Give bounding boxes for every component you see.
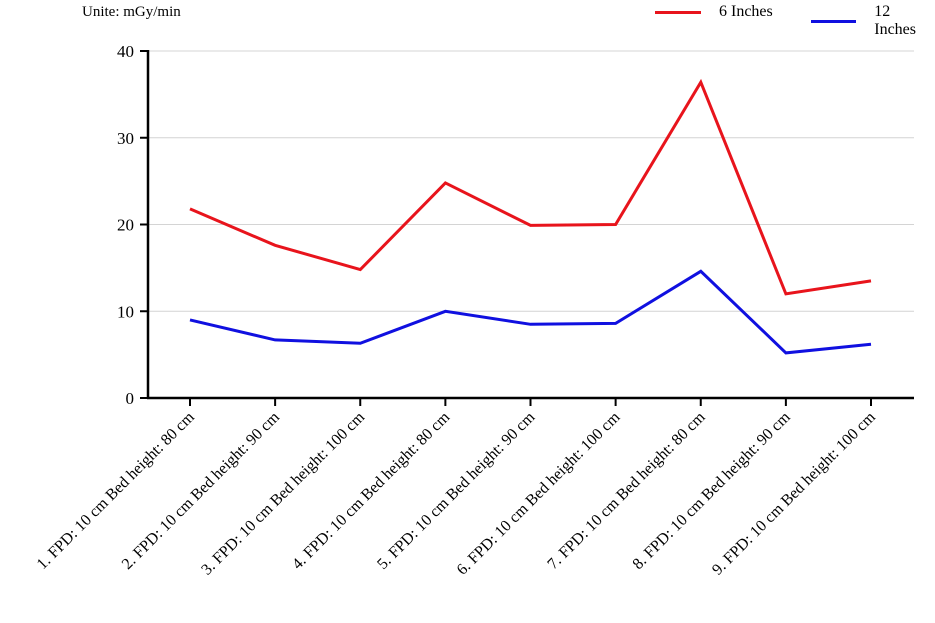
y-tick-label-10: 10 <box>117 302 134 321</box>
y-tick-label-20: 20 <box>117 216 134 235</box>
x-tick-label-1: 1. FPD: 10 cm Bed height: 80 cm <box>34 408 199 573</box>
x-tick-label-9: 9. FPD: 10 cm Bed height: 100 cm <box>709 408 879 578</box>
axes <box>140 50 914 406</box>
unit-label: Unite: mGy/min <box>82 4 181 20</box>
x-tick-label-5: 5. FPD: 10 cm Bed height: 90 cm <box>374 408 539 573</box>
legend-item-12-inches: 12 Inches <box>811 3 935 39</box>
series-lines <box>189 78 872 355</box>
legend-label-6-inches: 6 Inches <box>719 3 773 20</box>
grid-lines <box>148 50 914 312</box>
legend-label-12-inches: 12 Inches <box>874 3 917 38</box>
x-tick-label-8: 8. FPD: 10 cm Bed height: 90 cm <box>630 408 795 573</box>
legend-item-6-inches: 6 Inches <box>655 3 773 21</box>
series-line-6-inches <box>189 78 872 296</box>
x-tick-label-6: 6. FPD: 10 cm Bed height: 100 cm <box>454 408 624 578</box>
series-line-12-inches <box>189 269 872 355</box>
x-tick-label-4: 4. FPD: 10 cm Bed height: 80 cm <box>289 408 454 573</box>
x-tick-labels: 1. FPD: 10 cm Bed height: 80 cm2. FPD: 1… <box>34 408 880 578</box>
y-tick-label-40: 40 <box>117 42 134 61</box>
y-tick-label-0: 0 <box>126 389 135 408</box>
y-tick-label-30: 30 <box>117 129 134 148</box>
legend-swatch-6-inches <box>655 10 701 14</box>
y-tick-labels: 0 10 20 30 40 <box>117 42 134 408</box>
x-tick-label-2: 2. FPD: 10 cm Bed height: 90 cm <box>119 408 284 573</box>
x-tick-label-3: 3. FPD: 10 cm Bed height: 100 cm <box>198 408 368 578</box>
legend-swatch-12-inches <box>811 19 857 23</box>
x-tick-label-7: 7. FPD: 10 cm Bed height: 80 cm <box>544 408 709 573</box>
